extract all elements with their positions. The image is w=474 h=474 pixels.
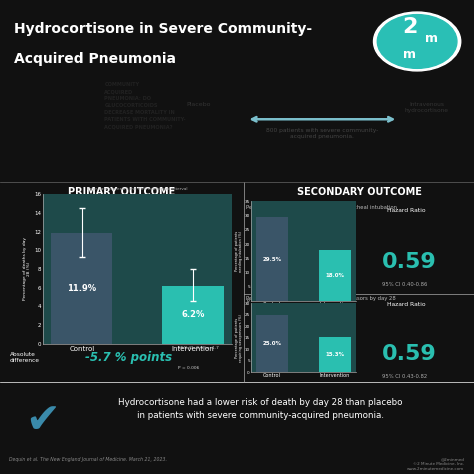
Text: CONTROL: CONTROL	[178, 81, 220, 90]
Text: 2: 2	[402, 18, 417, 37]
Text: Acquired Pneumonia: Acquired Pneumonia	[14, 52, 176, 66]
Text: Absolute
difference: Absolute difference	[10, 352, 40, 364]
Text: Hydrocortisone in Severe Community-: Hydrocortisone in Severe Community-	[14, 22, 312, 36]
Text: 800 patients with severe community-
acquired pneumonia.: 800 patients with severe community- acqu…	[266, 128, 378, 139]
Text: 95% CI -9.6 to -1.7: 95% CI -9.6 to -1.7	[178, 346, 219, 350]
Text: Hydrocortisone had a lower risk of death by day 28 than placebo
in patients with: Hydrocortisone had a lower risk of death…	[118, 398, 403, 420]
Text: 18.0%: 18.0%	[326, 273, 345, 278]
Text: 0.59: 0.59	[382, 344, 437, 364]
Text: 25.0%: 25.0%	[262, 341, 281, 346]
Text: Percentage of patients requiring endotracheal intubation: Percentage of patients requiring endotra…	[246, 205, 397, 210]
Text: Dequin et al. The New England Journal of Medicine. March 21, 2023.: Dequin et al. The New England Journal of…	[9, 457, 167, 462]
Bar	[51, 233, 112, 344]
Y-axis label: Percentage of deaths by day
28 (%): Percentage of deaths by day 28 (%)	[23, 237, 31, 301]
Text: 29.5%: 29.5%	[262, 256, 282, 262]
Text: 0.59: 0.59	[382, 252, 437, 272]
Text: Percentage of patients requiring vasopressors by day 28: Percentage of patients requiring vasopre…	[246, 296, 396, 301]
Text: COMMUNITY
ACQUIRED
PNEUMONIA: DO
GLUCOCORTICOIDS
DECREASE MORTALITY IN
PATIENTS : COMMUNITY ACQUIRED PNEUMONIA: DO GLUCOCO…	[104, 82, 186, 129]
Circle shape	[377, 15, 457, 68]
Circle shape	[374, 12, 461, 71]
Text: 95% CI 0.40-0.86: 95% CI 0.40-0.86	[382, 282, 428, 287]
Text: Placebo: Placebo	[187, 102, 211, 107]
Bar	[319, 250, 351, 301]
Bar	[319, 337, 351, 372]
Text: 6.2%: 6.2%	[182, 310, 205, 319]
Text: 95% CI 0.43-0.82: 95% CI 0.43-0.82	[382, 374, 427, 379]
Text: PRIMARY OUTCOME: PRIMARY OUTCOME	[68, 188, 176, 198]
Text: P = 0.006: P = 0.006	[178, 365, 200, 370]
Text: INTERVENTION: INTERVENTION	[394, 81, 459, 90]
Text: -5.7 % points: -5.7 % points	[85, 351, 173, 364]
Text: Percentage of deaths by day 28: Percentage of deaths by day 28	[78, 206, 166, 211]
Y-axis label: Percentage of patients
requiring vasopressors (%): Percentage of patients requiring vasopre…	[235, 314, 243, 362]
Text: Error bars represent the 95% confidence interval: Error bars represent the 95% confidence …	[87, 187, 188, 191]
Y-axis label: Percentage of patients
needing intubation (%): Percentage of patients needing intubatio…	[235, 231, 243, 272]
Bar	[163, 286, 224, 344]
Text: 11.9%: 11.9%	[67, 283, 96, 292]
Text: Hazard Ratio: Hazard Ratio	[387, 209, 425, 213]
Text: SECONDARY OUTCOME: SECONDARY OUTCOME	[297, 188, 421, 198]
Text: m: m	[403, 48, 416, 61]
Bar	[256, 315, 288, 372]
Text: Hazard Ratio: Hazard Ratio	[387, 302, 425, 307]
Text: Intravenous
hydrocortisone: Intravenous hydrocortisone	[405, 102, 448, 113]
Text: ✔: ✔	[25, 400, 60, 442]
Bar	[256, 217, 288, 301]
Text: m: m	[425, 32, 438, 45]
Text: @2minmed
©2 Minute Medicine, Inc.
www.2minutemedicine.com: @2minmed ©2 Minute Medicine, Inc. www.2m…	[407, 457, 465, 471]
Text: 15.3%: 15.3%	[325, 352, 345, 357]
